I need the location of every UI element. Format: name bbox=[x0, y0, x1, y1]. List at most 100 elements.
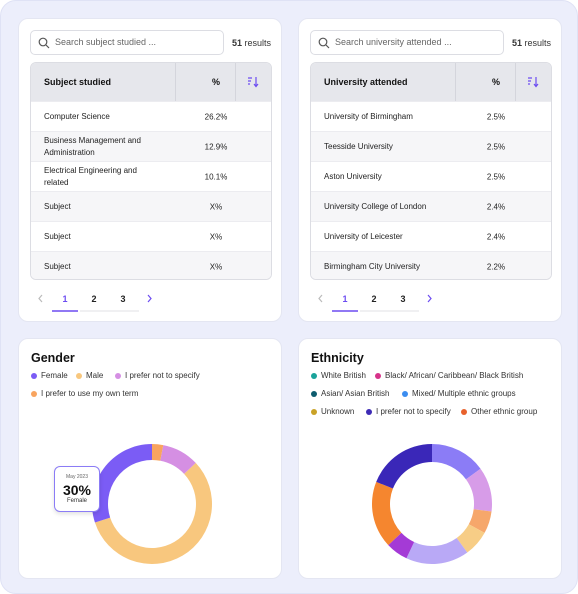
sort-icon-arrow bbox=[253, 77, 259, 88]
row-percent: 2.2% bbox=[486, 262, 506, 271]
table-header: University attended% bbox=[311, 63, 551, 101]
university-card: Search university attended ... 51 results… bbox=[298, 18, 562, 322]
gender-donut bbox=[91, 444, 212, 564]
prev-button[interactable] bbox=[38, 294, 43, 303]
page-number[interactable]: 1 bbox=[62, 294, 67, 304]
ethnicity-card: Ethnicity White British Black/ African/ C… bbox=[298, 338, 562, 579]
header-divider bbox=[175, 63, 176, 101]
gender-card: Gender May 2023 30% Female Female Male I p… bbox=[18, 338, 282, 579]
search-input[interactable]: Search subject studied ... bbox=[30, 30, 224, 55]
donut-segment bbox=[406, 537, 468, 564]
search-icon bbox=[318, 37, 330, 49]
legend-dot bbox=[375, 373, 381, 379]
row-percent: X% bbox=[209, 232, 223, 241]
row-percent: 2.4% bbox=[486, 232, 506, 241]
table-header: Subject studied% bbox=[31, 63, 271, 101]
legend-label: Black/ African/ Caribbean/ Black British bbox=[385, 371, 524, 380]
header-divider bbox=[455, 63, 456, 101]
tooltip-label: Female bbox=[66, 498, 87, 504]
page-number[interactable]: 1 bbox=[342, 294, 347, 304]
row-percent: 2.5% bbox=[486, 112, 506, 121]
header-cell: University attended bbox=[324, 77, 408, 87]
legend-label: Male bbox=[86, 371, 104, 380]
legend-dot bbox=[402, 391, 408, 397]
table-row: Aston University 2.5% bbox=[311, 161, 551, 191]
table-row: Subject X% bbox=[31, 251, 271, 279]
table-row: Electrical Engineering and related 10.1% bbox=[31, 161, 271, 191]
page-number[interactable]: 2 bbox=[371, 294, 376, 304]
row-name: Teesside University bbox=[324, 141, 393, 151]
donut-segment bbox=[376, 444, 432, 489]
sort-button[interactable] bbox=[527, 76, 539, 88]
row-name: University College of London bbox=[324, 201, 427, 211]
legend-item: I prefer to use my own term bbox=[31, 389, 138, 398]
legend-dot bbox=[461, 409, 467, 415]
legend-dot bbox=[31, 373, 37, 379]
donut-segment bbox=[152, 444, 164, 461]
ethnicity-donut bbox=[372, 444, 492, 564]
page-number[interactable]: 3 bbox=[120, 294, 125, 304]
search-icon-circle bbox=[318, 37, 328, 47]
legend-item: Female bbox=[31, 371, 68, 380]
row-percent: X% bbox=[209, 202, 223, 211]
legend-dot bbox=[311, 391, 317, 397]
search-icon-handle bbox=[45, 44, 50, 49]
prev-button[interactable] bbox=[318, 294, 323, 303]
donut-segment bbox=[465, 468, 492, 512]
legend-label: Other ethnic group bbox=[471, 407, 538, 416]
row-percent: X% bbox=[209, 262, 223, 271]
legend-dot bbox=[366, 409, 372, 415]
legend-item: I prefer not to specify bbox=[366, 407, 451, 416]
legend-item: Other ethnic group bbox=[461, 407, 537, 416]
donut-segment bbox=[468, 509, 492, 533]
results-label: results bbox=[524, 38, 552, 48]
legend-item: White British bbox=[311, 371, 366, 380]
row-percent: 12.9% bbox=[204, 142, 228, 151]
row-name: University of Leicester bbox=[324, 231, 403, 241]
next-button[interactable] bbox=[427, 294, 432, 303]
header-cell: % bbox=[211, 77, 220, 87]
results-number: 51 bbox=[232, 38, 243, 48]
legend-dot bbox=[115, 373, 121, 379]
legend-item: Mixed/ Multiple ethnic groups bbox=[402, 389, 516, 398]
page-number[interactable]: 2 bbox=[91, 294, 96, 304]
legend-label: I prefer not to specify bbox=[125, 371, 200, 380]
donut-segment bbox=[432, 444, 481, 480]
row-percent: 2.5% bbox=[486, 172, 506, 181]
legend-item: Asian/ Asian British bbox=[311, 389, 389, 398]
header-divider bbox=[515, 63, 516, 101]
legend-dot bbox=[31, 391, 37, 397]
row-name: Birmingham City University bbox=[324, 261, 421, 271]
table-row: Computer Science 26.2% bbox=[31, 101, 271, 131]
row-name: Electrical Engineering and related bbox=[44, 165, 137, 187]
search-placeholder: Search university attended ... bbox=[335, 37, 452, 47]
table-row: Subject X% bbox=[31, 221, 271, 251]
legend-item: Black/ African/ Caribbean/ Black British bbox=[375, 371, 523, 380]
header-cell: % bbox=[491, 77, 500, 87]
legend-dot bbox=[311, 409, 317, 415]
legend-item: I prefer not to specify bbox=[115, 371, 200, 380]
row-name: Subject bbox=[44, 231, 71, 241]
table: Subject studied% Computer Science 26.2% Bus… bbox=[30, 62, 272, 280]
subject-card: Search subject studied ... 51 results Subj… bbox=[18, 18, 282, 322]
donut-segment bbox=[388, 532, 415, 559]
table-row: University of Leicester 2.4% bbox=[311, 221, 551, 251]
row-percent: 10.1% bbox=[204, 172, 228, 181]
legend-label: I prefer not to specify bbox=[376, 407, 451, 416]
legend-label: I prefer to use my own term bbox=[41, 389, 139, 398]
legend-item: Male bbox=[76, 371, 103, 380]
row-name: Subject bbox=[44, 201, 71, 211]
tooltip-date: May 2023 bbox=[66, 474, 88, 480]
legend-label: Unknown bbox=[321, 407, 355, 416]
row-name: Subject bbox=[44, 261, 71, 271]
tooltip: May 2023 30% Female bbox=[54, 466, 100, 512]
results-count: 51 results bbox=[512, 38, 551, 48]
next-button[interactable] bbox=[147, 294, 152, 303]
legend-label: Female bbox=[41, 371, 68, 380]
search-input[interactable]: Search university attended ... bbox=[310, 30, 504, 55]
sort-button[interactable] bbox=[247, 76, 259, 88]
legend-dot bbox=[311, 373, 317, 379]
results-label: results bbox=[244, 38, 272, 48]
page-number[interactable]: 3 bbox=[400, 294, 405, 304]
